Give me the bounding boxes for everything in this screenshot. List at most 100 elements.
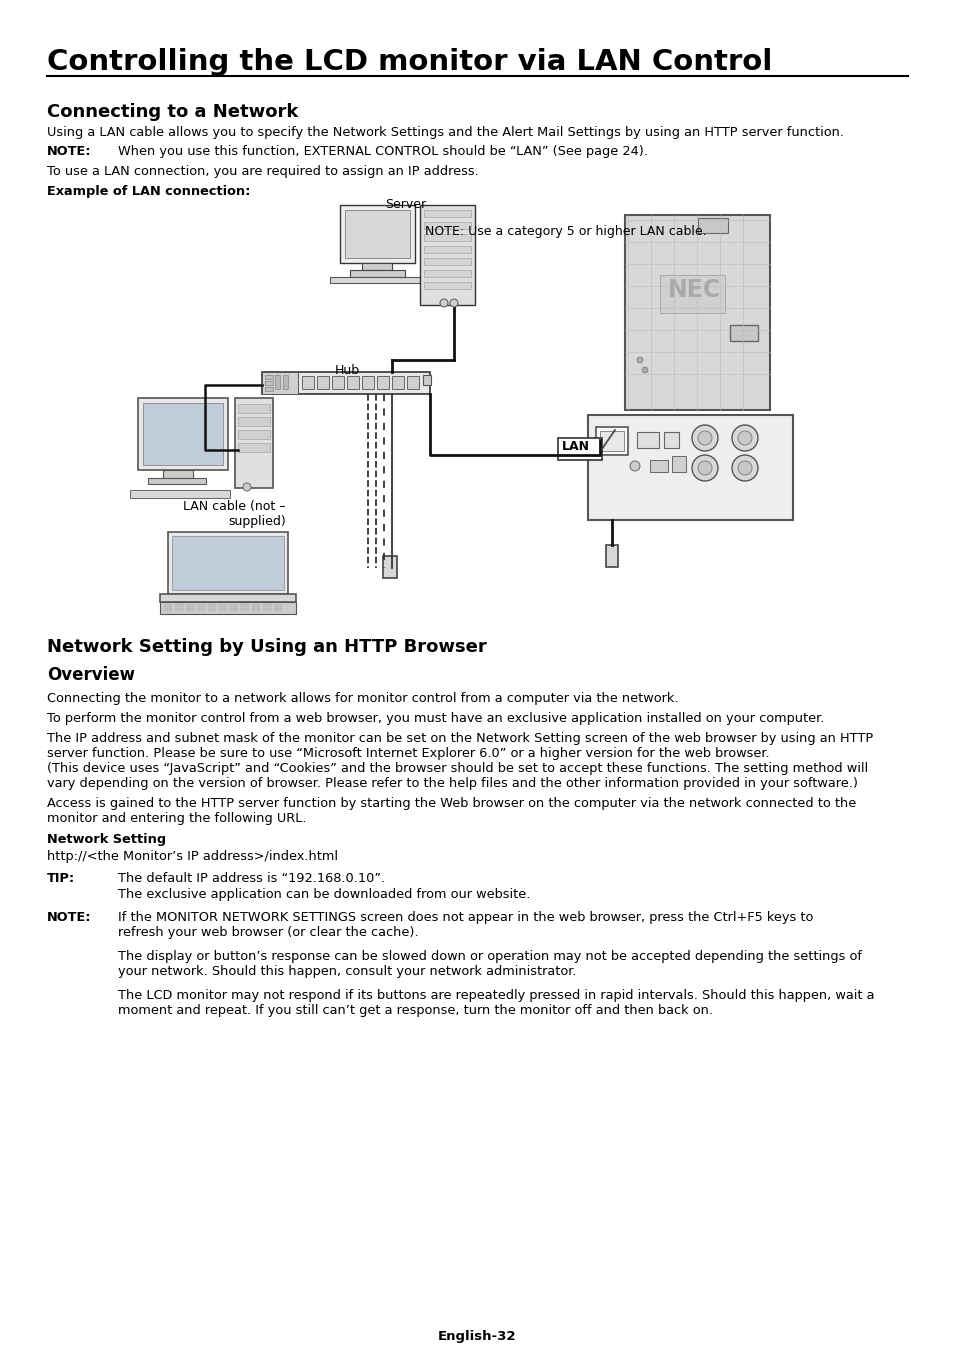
Bar xyxy=(698,217,727,234)
Bar xyxy=(649,460,667,472)
Bar xyxy=(283,375,288,389)
Bar xyxy=(265,387,273,392)
Circle shape xyxy=(691,425,718,451)
Bar xyxy=(599,431,623,451)
Bar xyxy=(382,556,396,578)
Bar xyxy=(274,603,282,608)
Bar xyxy=(423,258,471,265)
Text: NOTE:: NOTE: xyxy=(47,911,91,923)
Bar xyxy=(262,373,430,394)
Text: (This device uses “JavaScript” and “Cookies” and the browser should be set to ac: (This device uses “JavaScript” and “Cook… xyxy=(47,761,867,775)
Bar xyxy=(252,608,260,612)
Text: vary depending on the version of browser. Please refer to the help files and the: vary depending on the version of browser… xyxy=(47,778,857,790)
Text: Network Setting by Using an HTTP Browser: Network Setting by Using an HTTP Browser xyxy=(47,639,486,656)
Circle shape xyxy=(731,455,758,481)
Text: English-32: English-32 xyxy=(437,1330,516,1343)
Bar xyxy=(219,603,227,608)
Bar xyxy=(663,432,679,448)
Bar xyxy=(237,443,270,452)
Text: server function. Please be sure to use “Microsoft Internet Explorer 6.0” or a hi: server function. Please be sure to use “… xyxy=(47,747,769,760)
Bar xyxy=(168,532,288,594)
Bar xyxy=(174,603,183,608)
Text: Controlling the LCD monitor via LAN Control: Controlling the LCD monitor via LAN Cont… xyxy=(47,49,772,76)
Bar xyxy=(624,215,769,410)
Circle shape xyxy=(738,460,751,475)
Bar xyxy=(265,375,273,379)
Bar xyxy=(274,608,282,612)
Text: When you use this function, EXTERNAL CONTROL should be “LAN” (See page 24).: When you use this function, EXTERNAL CON… xyxy=(118,144,647,158)
Bar xyxy=(160,594,295,602)
Circle shape xyxy=(439,298,448,306)
Text: Overview: Overview xyxy=(47,666,135,684)
Bar xyxy=(230,608,237,612)
Bar xyxy=(163,470,193,478)
Text: moment and repeat. If you still can’t get a response, turn the monitor off and t: moment and repeat. If you still can’t ge… xyxy=(118,1004,712,1017)
Bar xyxy=(316,377,329,389)
Circle shape xyxy=(738,431,751,446)
Text: The exclusive application can be downloaded from our website.: The exclusive application can be downloa… xyxy=(118,888,530,900)
Text: The IP address and subnet mask of the monitor can be set on the Network Setting : The IP address and subnet mask of the mo… xyxy=(47,732,872,745)
Text: Hub: Hub xyxy=(335,364,359,377)
Bar xyxy=(330,277,424,284)
Bar xyxy=(637,432,659,448)
Bar xyxy=(274,375,280,389)
Text: The default IP address is “192.168.0.10”.: The default IP address is “192.168.0.10”… xyxy=(118,872,385,886)
Bar xyxy=(164,603,172,608)
Bar xyxy=(422,375,431,385)
Bar xyxy=(252,603,260,608)
Bar xyxy=(587,414,792,520)
Bar xyxy=(230,603,237,608)
Text: The display or button’s response can be slowed down or operation may not be acce: The display or button’s response can be … xyxy=(118,950,862,963)
Bar xyxy=(186,603,193,608)
Text: Server: Server xyxy=(385,198,426,211)
Text: http://<the Monitor’s IP address>/index.html: http://<the Monitor’s IP address>/index.… xyxy=(47,850,337,863)
Bar xyxy=(361,263,392,270)
Bar xyxy=(263,603,271,608)
Bar xyxy=(361,377,374,389)
Text: NEC: NEC xyxy=(667,278,720,302)
Circle shape xyxy=(698,431,711,446)
Bar xyxy=(596,427,627,455)
Bar xyxy=(241,603,249,608)
Bar xyxy=(423,234,471,242)
Text: supplied): supplied) xyxy=(228,514,286,528)
Text: refresh your web browser (or clear the cache).: refresh your web browser (or clear the c… xyxy=(118,926,418,940)
Text: Using a LAN cable allows you to specify the Network Settings and the Alert Mail : Using a LAN cable allows you to specify … xyxy=(47,126,843,139)
Bar xyxy=(219,608,227,612)
Bar xyxy=(558,437,601,460)
Bar xyxy=(262,373,297,394)
Bar xyxy=(208,603,215,608)
Bar xyxy=(350,270,405,277)
Bar xyxy=(174,608,183,612)
Bar xyxy=(208,608,215,612)
Text: Connecting to a Network: Connecting to a Network xyxy=(47,103,298,122)
Text: If the MONITOR NETWORK SETTINGS screen does not appear in the web browser, press: If the MONITOR NETWORK SETTINGS screen d… xyxy=(118,911,813,923)
Bar xyxy=(237,404,270,413)
Text: The LCD monitor may not respond if its buttons are repeatedly pressed in rapid i: The LCD monitor may not respond if its b… xyxy=(118,990,874,1002)
Bar xyxy=(423,282,471,289)
Text: Access is gained to the HTTP server function by starting the Web browser on the : Access is gained to the HTTP server func… xyxy=(47,796,856,810)
Bar xyxy=(265,381,273,385)
Bar xyxy=(423,221,471,230)
Bar xyxy=(345,211,410,258)
Bar xyxy=(659,275,724,313)
Bar xyxy=(263,608,271,612)
Circle shape xyxy=(691,455,718,481)
Bar xyxy=(196,603,205,608)
Text: Example of LAN connection:: Example of LAN connection: xyxy=(47,185,250,198)
Bar xyxy=(339,205,415,263)
Bar xyxy=(332,377,344,389)
Bar xyxy=(423,246,471,252)
Circle shape xyxy=(698,460,711,475)
Bar xyxy=(186,608,193,612)
Text: NOTE:: NOTE: xyxy=(47,144,91,158)
Bar xyxy=(143,404,223,464)
Text: TIP:: TIP: xyxy=(47,872,75,886)
Bar xyxy=(148,478,206,485)
Bar xyxy=(729,325,758,342)
Bar xyxy=(392,377,403,389)
Bar xyxy=(172,536,284,590)
Bar xyxy=(164,608,172,612)
Bar xyxy=(196,608,205,612)
Circle shape xyxy=(731,425,758,451)
